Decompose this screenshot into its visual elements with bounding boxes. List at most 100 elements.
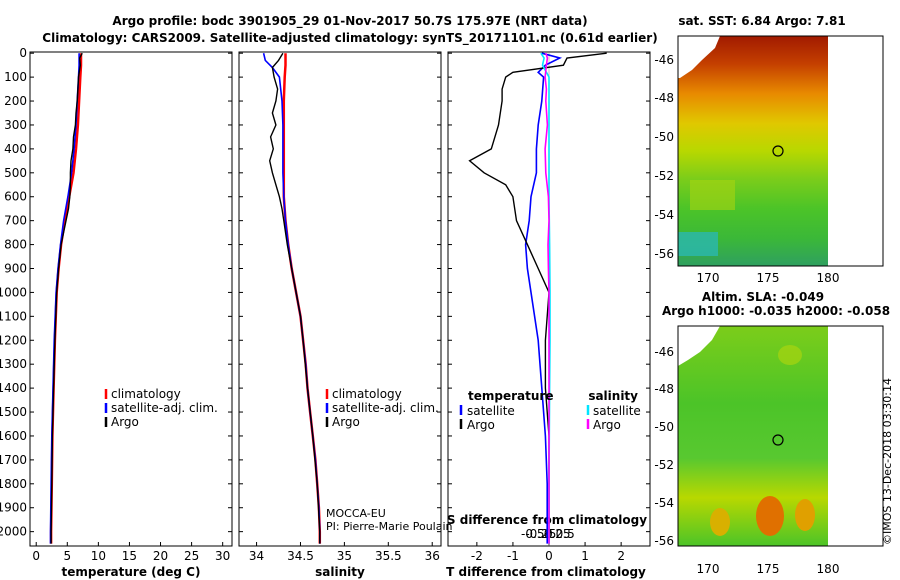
sst-lat-tick-label: -46 [654,53,674,67]
sst-map-title: sat. SST: 6.84 Argo: 7.81 [678,14,845,28]
sla-lon-tick-label: 180 [817,562,840,576]
x-tick-label: 20 [153,549,168,563]
depth-tick-label: 800 [4,238,27,252]
x-tick-label: 34 [249,549,264,563]
depth-tick-label: 700 [4,214,27,228]
sla-map-frame [677,325,884,547]
sla-lat-tick-label: -50 [654,420,674,434]
depth-tick-label: 400 [4,142,27,156]
difference-xlabel: T difference from climatology [446,565,646,579]
sla-map-nodata [828,326,883,546]
x-tick-label: 25 [184,549,199,563]
series-line-argo [268,52,321,544]
sla-map: Altim. SLA: -0.049 Argo h1000: -0.035 h2… [662,290,894,547]
x-tick-label: 35 [337,549,352,563]
depth-tick-label: 1900 [0,501,27,515]
depth-tick-label: 1100 [0,309,27,323]
depth-tick-label: 1200 [0,333,27,347]
sst-warm-patch [690,180,735,210]
x-tick-label: 36 [425,549,440,563]
x-tick-label: 30 [215,549,230,563]
depth-tick-label: 300 [4,118,27,132]
depth-tick-label: 900 [4,261,27,275]
sla-positive-anomaly-4 [778,345,802,365]
sla-positive-anomaly-1 [756,496,784,536]
depth-tick-label: 1600 [0,429,27,443]
sla-lat-tick-label: -54 [654,496,674,510]
x-tick-label: -1 [507,549,519,563]
x-tick-label: 1 [581,549,589,563]
temperature-panel: temperature (deg C) 01002003004005006007… [0,46,233,579]
x-tick-label: 0 [32,549,40,563]
series-line-t-satellite [524,52,563,544]
x-tick-label: 2 [617,549,625,563]
legend-entry: satellite-adj. clim. [111,401,218,415]
salinity-panel-frame [238,51,442,547]
salinity-panel: salinity MOCCA-EU PI: Pierre-Marie Poula… [238,51,453,579]
sst-cold-patch [678,232,718,256]
legend-entry: satellite [593,404,641,418]
sst-lat-tick-label: -48 [654,91,674,105]
depth-tick-label: 600 [4,190,27,204]
legend-entry: Argo [332,415,360,429]
series-line-argo [50,52,83,544]
legend-entry: Argo [467,418,495,432]
legend-temperature-title: temperature [468,389,553,403]
sst-map-nodata [828,36,883,266]
sst-map-frame [677,35,884,267]
sla-title-line-1: Altim. SLA: -0.049 [702,290,824,304]
depth-tick-label: 0 [19,46,27,60]
x-tick-label: 15 [122,549,137,563]
salinity-xlabel: salinity [315,565,365,579]
x-tick-label: 0 [545,549,553,563]
sst-lat-tick-label: -54 [654,208,674,222]
series-line-s-argo [544,52,550,544]
legend-salinity-title: salinity [588,389,638,403]
sla-positive-anomaly-3 [795,499,815,531]
sst-lat-tick-label: -52 [654,169,674,183]
sst-float-location-marker [772,145,784,157]
depth-tick-label: 1700 [0,453,27,467]
sla-positive-anomaly-2 [710,508,730,536]
x-tick-label: -2 [471,549,483,563]
float-pi-label: PI: Pierre-Marie Poulain [326,520,453,533]
sst-map: sat. SST: 6.84 Argo: 7.81 [677,14,884,267]
s-tick-label: -0.5 [521,527,544,541]
depth-tick-label: 1000 [0,285,27,299]
depth-tick-label: 500 [4,166,27,180]
s-tick-label: 0.25 [544,527,571,541]
sla-land-new-zealand [678,326,720,366]
s-tick-label: 0.5 [556,527,575,541]
sst-map-image [678,36,828,266]
sla-float-location-marker [772,434,784,446]
sla-lat-tick-label: -48 [654,382,674,396]
depth-tick-label: 1500 [0,405,27,419]
legend-entry: climatology [332,387,402,401]
imos-credit: ©IMOS 13-Dec-2018 03:30:14 [881,378,894,545]
depth-tick-label: 1300 [0,357,27,371]
legend-entry: Argo [593,418,621,432]
sst-land-new-zealand [678,36,720,78]
x-tick-label: 5 [63,549,71,563]
depth-tick-label: 100 [4,70,27,84]
temperature-panel-frame [29,51,233,547]
sst-lat-tick-label: -56 [654,247,674,261]
title-line-2: Climatology: CARS2009. Satellite-adjuste… [42,31,657,46]
depth-tick-label: 1400 [0,381,27,395]
series-line-t-argo [468,52,607,544]
sst-lon-tick-label: 180 [817,271,840,285]
sla-lon-tick-label: 175 [757,562,780,576]
x-tick-label: 10 [91,549,106,563]
series-line-climatology [282,53,322,544]
legend-entry: satellite-adj. clim. [332,401,439,415]
legend-entry: climatology [111,387,181,401]
x-tick-label: 34.5 [287,549,314,563]
depth-tick-label: 200 [4,94,27,108]
series-line-satellite-adj-clim- [262,53,321,544]
title-line-1: Argo profile: bodc 3901905_29 01-Nov-201… [112,14,587,29]
temperature-xlabel: temperature (deg C) [62,565,201,579]
sla-lon-tick-label: 170 [697,562,720,576]
difference-panel: T difference from climatology S differen… [446,51,651,579]
depth-tick-label: 1800 [0,477,27,491]
